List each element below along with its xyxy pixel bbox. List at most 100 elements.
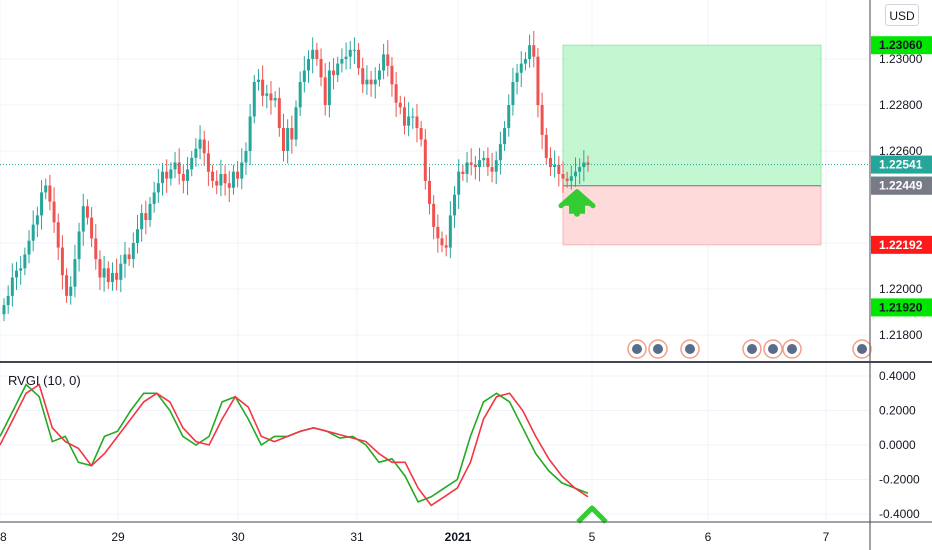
candle-body bbox=[519, 63, 523, 73]
candle-body bbox=[511, 82, 515, 105]
candle-body bbox=[407, 116, 411, 126]
candle-body bbox=[423, 139, 427, 181]
candle-body bbox=[40, 192, 44, 216]
candle-body bbox=[261, 79, 265, 96]
candle-body bbox=[319, 59, 323, 78]
candle-body bbox=[402, 107, 406, 126]
candle-body bbox=[315, 49, 319, 59]
candle-body bbox=[382, 54, 386, 71]
candle-body bbox=[494, 160, 498, 172]
candle-body bbox=[565, 178, 569, 181]
candle-body bbox=[532, 45, 536, 57]
candle-body bbox=[340, 59, 344, 64]
price-tag-target bbox=[871, 36, 932, 55]
candle-body bbox=[223, 174, 227, 184]
time-tick-label: 2021 bbox=[445, 530, 472, 544]
candle-body bbox=[482, 157, 486, 161]
candle-body bbox=[173, 162, 177, 170]
candle-body bbox=[473, 164, 477, 168]
time-tick-label: 31 bbox=[350, 530, 364, 544]
time-tick-label: 5 bbox=[589, 530, 596, 544]
candle-body bbox=[248, 116, 252, 151]
candle-body bbox=[144, 213, 148, 220]
candle-body bbox=[206, 153, 210, 172]
candle-body bbox=[65, 275, 69, 296]
candle-body bbox=[23, 254, 27, 269]
candle-body bbox=[44, 185, 48, 193]
price-tag-stop bbox=[871, 235, 932, 254]
candle-body bbox=[240, 162, 244, 179]
candle-body bbox=[503, 128, 507, 145]
time-tick-label: 30 bbox=[231, 530, 245, 544]
candle-body bbox=[48, 185, 52, 202]
candle-body bbox=[31, 224, 35, 241]
candle-body bbox=[119, 263, 123, 280]
candle-body bbox=[6, 295, 10, 306]
candle-body bbox=[277, 98, 281, 128]
candle-body bbox=[77, 231, 81, 260]
price-tag-target bbox=[871, 298, 932, 317]
candle-body bbox=[515, 72, 519, 82]
time-tick-label: 7 bbox=[823, 530, 830, 544]
event-icon-center bbox=[747, 344, 757, 354]
candle-body bbox=[286, 128, 290, 151]
candle-body bbox=[27, 240, 31, 255]
rvgi-tick-label: 0.0000 bbox=[879, 438, 916, 452]
candle-body bbox=[457, 171, 461, 195]
candle-body bbox=[302, 70, 306, 82]
rvgi-main-line bbox=[0, 383, 589, 503]
candle-body bbox=[73, 259, 77, 287]
candle-body bbox=[390, 65, 394, 85]
candle-body bbox=[427, 180, 431, 204]
rvgi-axis[interactable]: 0.4000 0.2000 0.0000 -0.2000 -0.4000 bbox=[879, 369, 920, 521]
candle-body bbox=[357, 49, 361, 69]
candle-body bbox=[298, 82, 302, 108]
candle-body bbox=[131, 243, 135, 260]
candle-body bbox=[307, 59, 311, 71]
price-tag-label: 1.22541 bbox=[879, 158, 923, 172]
economic-events-bar[interactable] bbox=[627, 339, 872, 359]
candle-body bbox=[444, 245, 448, 248]
candle-body bbox=[90, 217, 94, 239]
candle-body bbox=[211, 171, 215, 181]
candle-body bbox=[98, 259, 102, 278]
candle-body bbox=[156, 183, 160, 193]
indicator-label: RVGI (10, 0) bbox=[8, 373, 81, 388]
price-tick-label: 1.22600 bbox=[879, 144, 923, 158]
currency-button[interactable]: USD bbox=[885, 4, 919, 26]
candle-body bbox=[152, 192, 156, 204]
position-zones[interactable] bbox=[562, 44, 822, 246]
candle-body bbox=[169, 169, 173, 179]
candle-body bbox=[311, 49, 315, 59]
candle-body bbox=[148, 203, 152, 220]
candle-body bbox=[582, 162, 586, 168]
candle-body bbox=[190, 157, 194, 170]
event-icon-center bbox=[685, 344, 695, 354]
candle-body bbox=[110, 272, 114, 283]
target-zone bbox=[562, 44, 822, 187]
candle-body bbox=[569, 176, 573, 181]
time-tick-label: 8 bbox=[0, 530, 7, 544]
candle-body bbox=[10, 277, 14, 296]
event-icon-center bbox=[787, 344, 797, 354]
candle-body bbox=[561, 174, 565, 179]
candle-body bbox=[436, 226, 440, 239]
candle-body bbox=[244, 151, 248, 163]
candle-body bbox=[540, 105, 544, 135]
event-icon-center bbox=[857, 344, 867, 354]
candle-body bbox=[135, 229, 139, 243]
time-tick-label: 29 bbox=[111, 530, 125, 544]
candle-body bbox=[231, 171, 235, 188]
candle-body bbox=[102, 268, 106, 278]
candle-body bbox=[548, 157, 552, 168]
candle-body bbox=[490, 167, 494, 172]
candle-body bbox=[373, 79, 377, 85]
candle-body bbox=[236, 171, 240, 179]
candle-body bbox=[198, 139, 202, 149]
candle-body bbox=[361, 68, 365, 85]
candle-body bbox=[290, 128, 294, 140]
candle-body bbox=[265, 93, 269, 96]
rvgi-tick-label: 0.4000 bbox=[879, 369, 916, 383]
candle-body bbox=[365, 79, 369, 85]
time-axis[interactable]: 8 29 30 31 2021 5 6 7 bbox=[0, 530, 830, 544]
